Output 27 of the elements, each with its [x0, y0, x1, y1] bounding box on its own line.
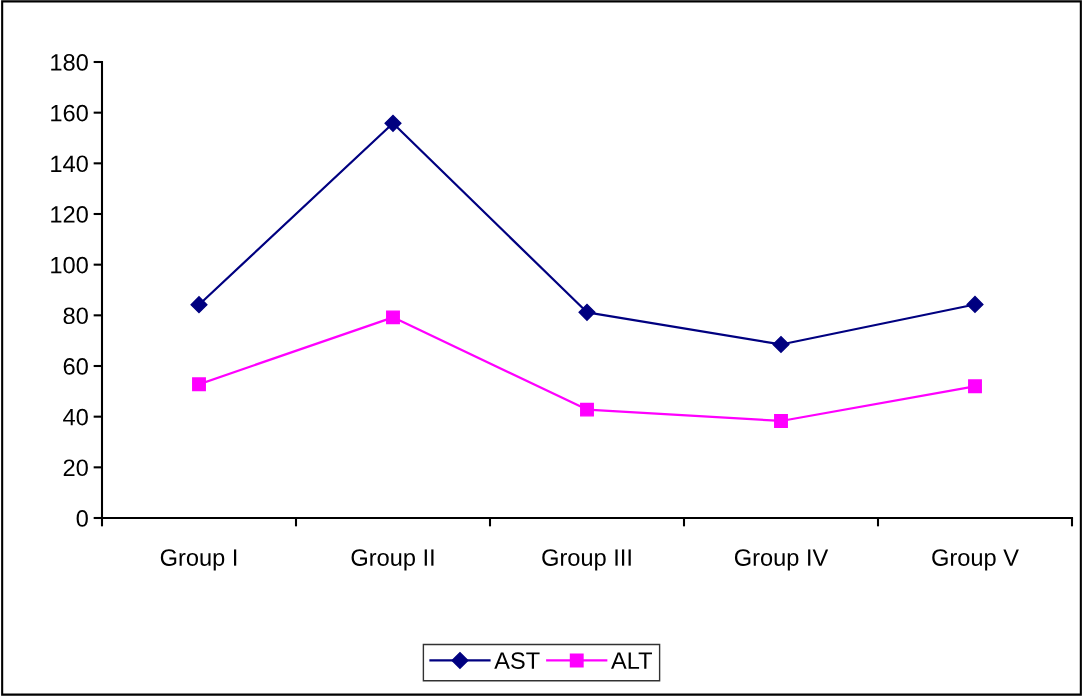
x-tick-label: Group III: [542, 549, 631, 571]
y-tick-label: 0: [76, 510, 88, 527]
y-tick-label: 120: [51, 206, 88, 223]
x-tick-label: Group IV: [734, 549, 829, 571]
point: [192, 377, 206, 392]
y-tick-label: 40: [63, 408, 88, 426]
point: [580, 402, 594, 417]
point: [968, 379, 982, 394]
point: [190, 296, 208, 314]
y-tick-label: 20: [63, 459, 88, 477]
y-tick-label: 100: [51, 256, 88, 274]
y-tick-label: 80: [63, 307, 88, 325]
x-tick-label: Group II: [351, 549, 434, 571]
y-tick-label: 160: [51, 104, 88, 122]
point: [386, 310, 400, 325]
y-tick-label: 140: [51, 155, 88, 173]
y-tick-label: 60: [63, 358, 88, 375]
x-tick-label: Group V: [932, 549, 1019, 571]
point: [384, 114, 402, 132]
point: [774, 414, 788, 428]
legend-label: ALT: [611, 652, 652, 669]
legend-label: AST: [494, 652, 540, 669]
x-tick-label: Group I: [160, 549, 237, 571]
y-tick-label: 180: [51, 54, 88, 71]
point: [772, 335, 790, 354]
point: [578, 303, 596, 321]
point: [966, 295, 984, 313]
